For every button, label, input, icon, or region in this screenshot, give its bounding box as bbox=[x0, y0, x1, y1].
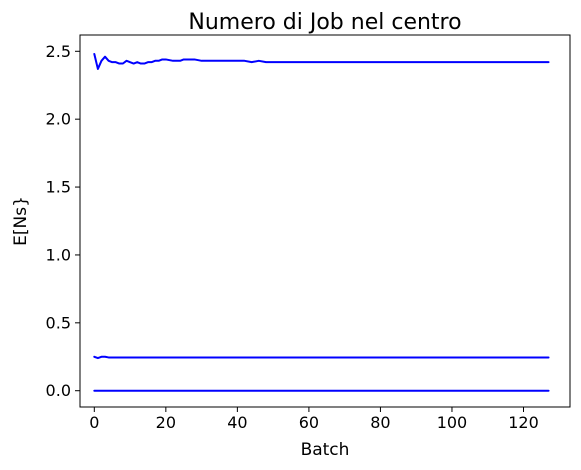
x-axis-label: Batch bbox=[301, 440, 350, 460]
x-tick-label: 20 bbox=[156, 413, 176, 432]
y-tick-label: 2.0 bbox=[46, 110, 71, 129]
y-tick-label: 1.0 bbox=[46, 245, 71, 264]
series-line-1 bbox=[93, 53, 550, 70]
x-tick-label: 80 bbox=[370, 413, 390, 432]
x-axis-ticks: 0 20 40 60 80 100 120 bbox=[89, 407, 539, 432]
plot-area: 0 20 40 60 80 100 120 0.0 0.5 1.0 1.5 2.0 2.5 bbox=[46, 34, 571, 432]
y-tick-label: 1.5 bbox=[46, 178, 71, 197]
y-tick-label: 2.5 bbox=[46, 42, 71, 61]
y-axis-label: E[Ns} bbox=[11, 196, 31, 246]
series-lines bbox=[93, 53, 550, 392]
x-tick-label: 60 bbox=[299, 413, 319, 432]
y-tick-label: 0.5 bbox=[46, 313, 71, 332]
x-tick-label: 120 bbox=[508, 413, 539, 432]
series-line-2 bbox=[93, 355, 550, 360]
plot-frame bbox=[79, 34, 571, 408]
x-tick-label: 100 bbox=[437, 413, 468, 432]
chart-title: Numero di Job nel centro bbox=[188, 10, 461, 35]
x-tick-label: 0 bbox=[89, 413, 99, 432]
x-tick-label: 40 bbox=[227, 413, 247, 432]
y-axis-ticks: 0.0 0.5 1.0 1.5 2.0 2.5 bbox=[46, 42, 80, 400]
y-tick-label: 0.0 bbox=[46, 381, 71, 400]
